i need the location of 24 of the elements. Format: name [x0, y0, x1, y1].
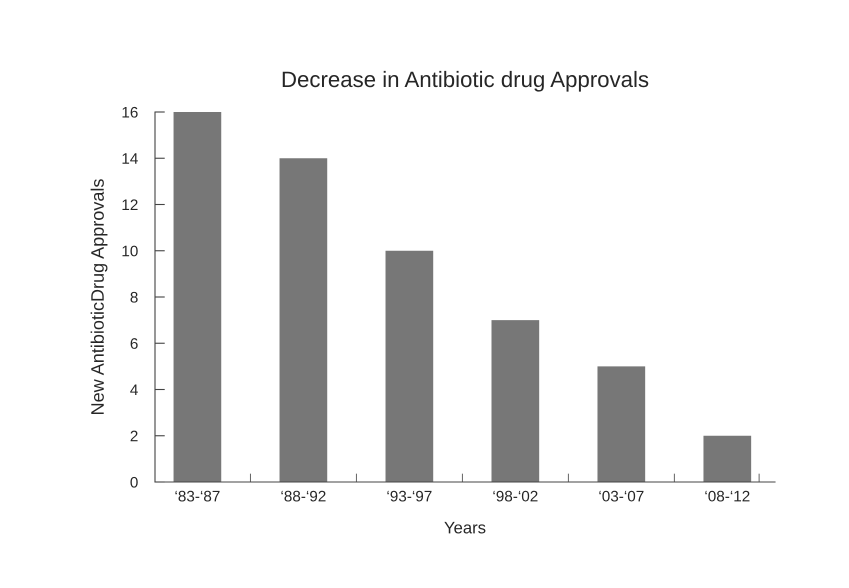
x-tick-label: ‘08-‘12: [705, 490, 750, 502]
bar: [491, 320, 540, 482]
x-tick-label: ‘93-‘97: [387, 490, 432, 502]
y-tick-label: 4: [130, 384, 138, 396]
x-axis-title: Years: [444, 522, 486, 534]
bar: [280, 158, 328, 482]
x-tick-label: ‘88-‘92: [281, 490, 326, 502]
x-tick-label: ‘03-‘07: [599, 490, 644, 502]
y-tick-label: 14: [122, 153, 138, 164]
y-tick-label: 6: [130, 338, 138, 349]
x-tick-label: ‘98-‘02: [493, 490, 538, 502]
y-tick-label: 12: [122, 199, 138, 210]
bar: [597, 366, 646, 482]
bar: [174, 112, 222, 482]
y-axis-title: New AntibioticDrug Approvals: [90, 179, 108, 414]
bar: [703, 436, 752, 482]
y-tick-label: 0: [130, 476, 138, 488]
y-tick-label: 2: [130, 430, 138, 442]
y-tick-label: 16: [122, 106, 138, 118]
chart-title: Decrease in Antibiotic drug Approvals: [282, 70, 648, 92]
y-tick-label: 8: [130, 292, 138, 303]
y-tick-label: 10: [122, 246, 138, 256]
x-tick-label: ‘83-‘87: [175, 490, 220, 502]
bar: [386, 250, 434, 482]
